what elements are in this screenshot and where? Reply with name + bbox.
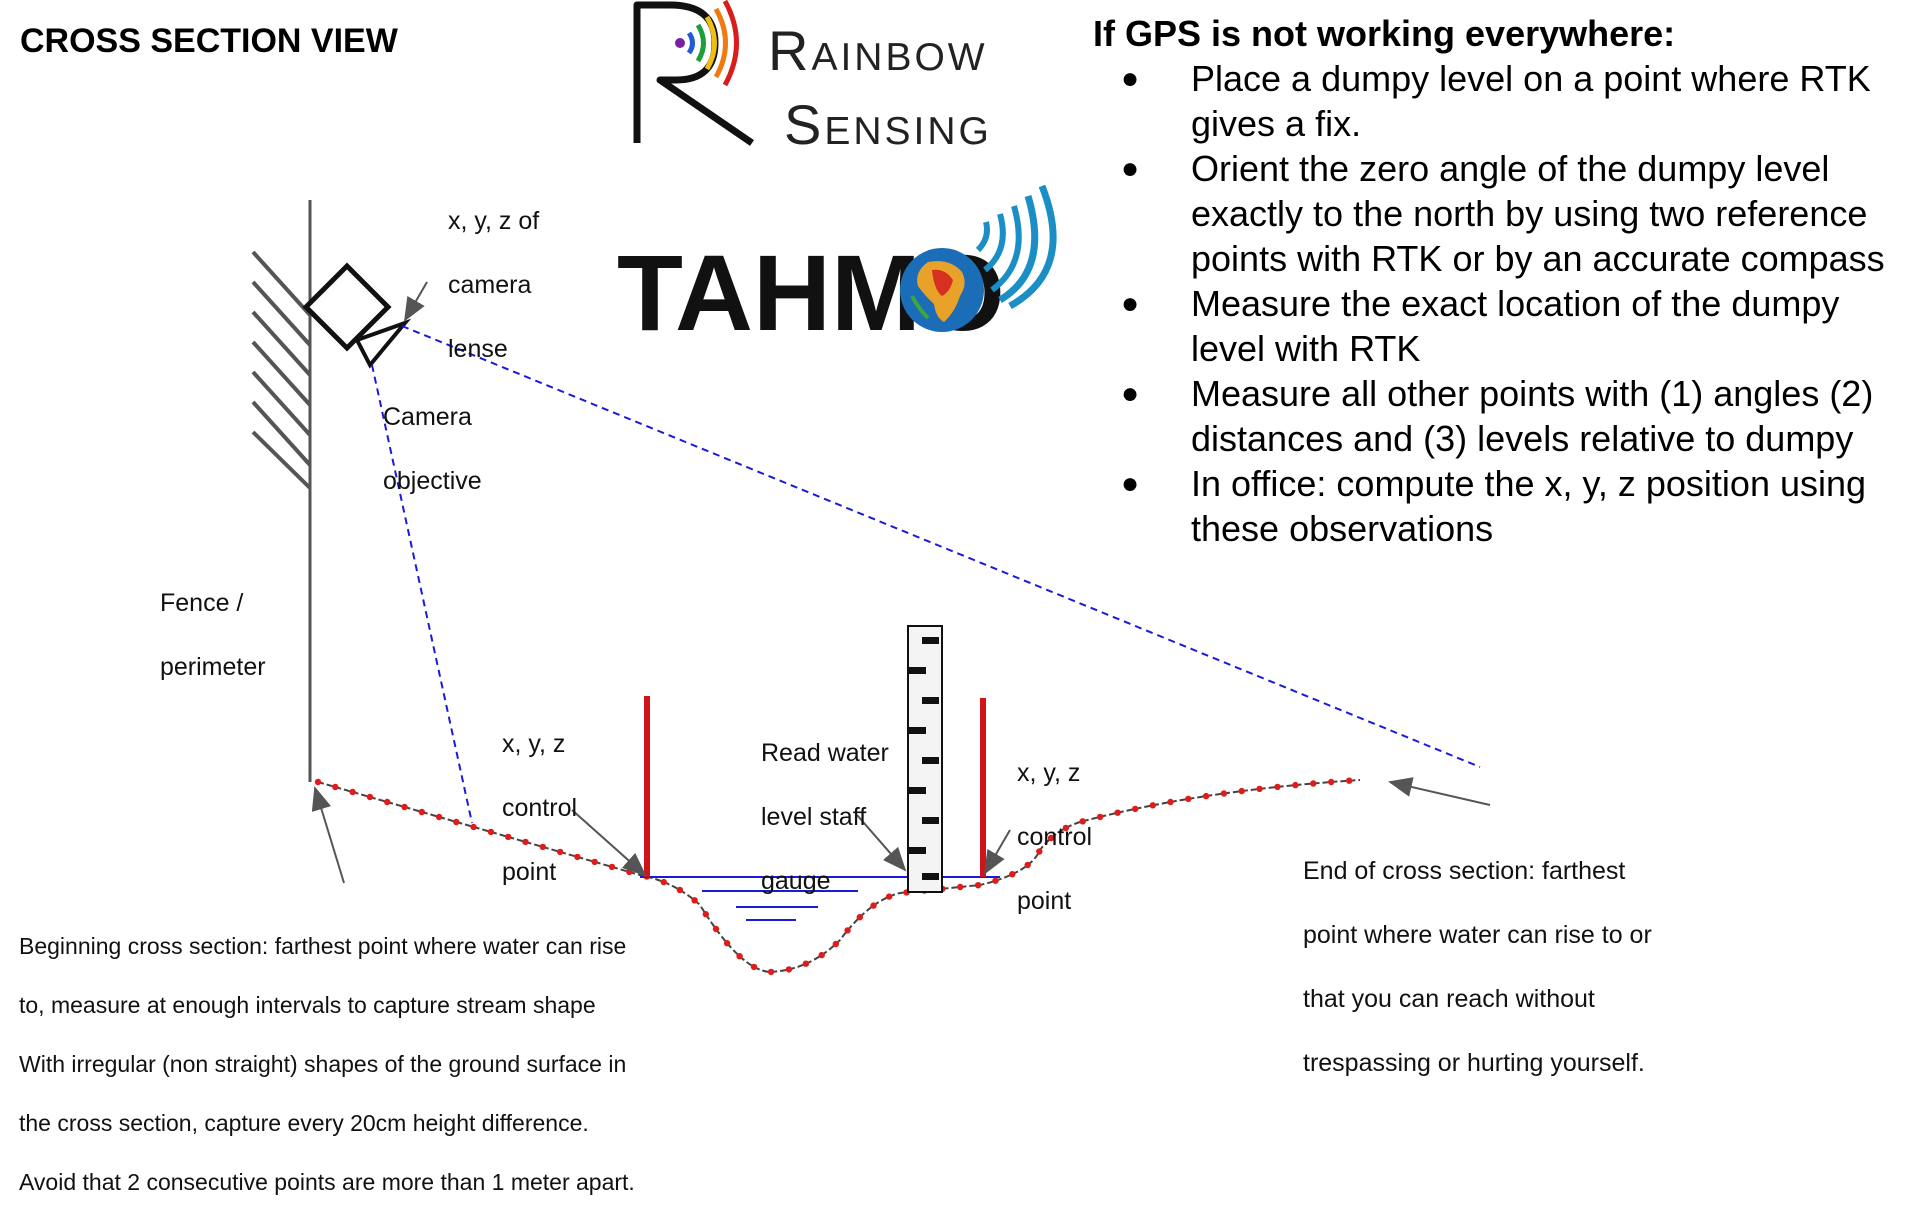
survey-point (1132, 805, 1139, 813)
survey-point (723, 940, 731, 947)
survey-point (844, 927, 851, 934)
survey-point (736, 953, 743, 960)
tahmo-logo: TAHMO (617, 184, 1057, 353)
survey-point (785, 966, 793, 973)
survey-point (626, 868, 633, 876)
survey-point (802, 960, 810, 967)
ground-profile-line (317, 779, 1361, 974)
survey-point (957, 883, 964, 891)
gps-instructions: If GPS is not working everywhere: ● Place… (1093, 12, 1920, 551)
survey-point (1256, 785, 1263, 793)
survey-point (556, 848, 564, 856)
survey-point (349, 788, 356, 796)
survey-point (384, 798, 391, 806)
survey-point (1024, 861, 1031, 869)
survey-point (418, 808, 425, 816)
survey-point (974, 882, 982, 889)
survey-point (1009, 871, 1016, 878)
staff-gauge-label: Read water level staff gauge (761, 739, 889, 895)
camera-lens-label: x, y, z of camera lense (448, 207, 540, 363)
survey-point (1292, 781, 1299, 789)
survey-point (1149, 802, 1157, 809)
survey-point (1096, 813, 1104, 821)
gps-heading: If GPS is not working everywhere: (1093, 13, 1676, 54)
survey-point (712, 925, 720, 933)
survey-point (314, 778, 322, 786)
wall-hatching (251, 250, 312, 490)
survey-point (1167, 798, 1174, 806)
survey-point (1114, 809, 1121, 816)
survey-point (1185, 795, 1192, 803)
gps-step: ● Orient the zero angle of the dumpy leve… (1121, 148, 1885, 279)
page-title: CROSS SECTION VIEW (20, 22, 398, 60)
survey-point (660, 878, 667, 886)
staff-gauge (907, 625, 943, 893)
bullet-icon: ● (1121, 467, 1140, 500)
survey-point (702, 911, 709, 918)
survey-point (992, 877, 999, 884)
survey-point (401, 803, 408, 811)
survey-point (505, 833, 512, 841)
survey-point (1047, 834, 1055, 842)
survey-point (332, 783, 339, 791)
survey-point (1062, 824, 1070, 832)
bullet-icon: ● (1121, 287, 1140, 320)
wifi-signal-icon (675, 0, 739, 87)
survey-point (818, 951, 825, 959)
survey-point (1238, 787, 1245, 795)
survey-point (767, 968, 775, 976)
survey-point (539, 843, 546, 851)
bullet-icon: ● (1121, 152, 1140, 185)
survey-point (470, 823, 477, 831)
africa-globe-icon (900, 248, 984, 332)
survey-point (1310, 780, 1317, 787)
end-cross-section-label: End of cross section: farthest point whe… (1303, 857, 1652, 1077)
control-point-right-label: x, y, z control point (1017, 759, 1093, 915)
survey-point (574, 853, 581, 861)
gps-step: ● Measure all other points with (1) angle… (1121, 373, 1874, 459)
cross-section-diagram: Rainbow Sensing TAHMO (251, 0, 1491, 976)
gps-step: ● In office: compute the x, y, z position… (1121, 463, 1867, 549)
bullet-icon: ● (1121, 377, 1140, 410)
camera-icon (302, 262, 412, 369)
survey-point (1079, 818, 1086, 825)
survey-point (870, 902, 877, 909)
gps-step: ● Place a dumpy level on a point where RT… (1121, 58, 1871, 144)
survey-point (591, 858, 598, 866)
control-point-left-label: x, y, z control point (502, 730, 578, 886)
camera-objective-label: Camera objective (383, 403, 482, 495)
survey-point (522, 838, 529, 846)
survey-point (1328, 778, 1335, 786)
bullet-icon: ● (1121, 62, 1140, 95)
rainbow-sensing-logo: Rainbow Sensing (633, 0, 992, 156)
fence-structure (251, 200, 312, 782)
rainbow-logo-line2: Sensing (784, 93, 992, 156)
survey-point (1036, 848, 1043, 855)
survey-point (691, 897, 698, 904)
beginning-cross-section-label: Beginning cross section: farthest point … (19, 932, 635, 1195)
survey-point (1274, 783, 1281, 791)
survey-point (1346, 777, 1353, 784)
survey-point (856, 914, 863, 921)
fence-label: Fence / perimeter (160, 589, 266, 681)
gps-steps-list: ● Place a dumpy level on a point where RT… (1093, 56, 1920, 551)
survey-point (453, 818, 460, 826)
survey-point (1220, 790, 1228, 797)
survey-point (608, 863, 616, 871)
callout-arrows (311, 281, 1491, 884)
survey-point (487, 828, 495, 836)
survey-point (885, 893, 893, 900)
survey-point (1202, 792, 1210, 800)
gps-step: ● Measure the exact location of the dumpy… (1121, 283, 1840, 369)
rainbow-logo-line1: Rainbow (768, 19, 988, 82)
survey-point (832, 940, 839, 948)
survey-point (435, 813, 443, 821)
camera-sight-lines (371, 325, 1481, 824)
survey-point (676, 886, 684, 894)
tahmo-signal-icon (975, 184, 1057, 310)
survey-point (750, 963, 758, 971)
survey-point (366, 793, 374, 801)
